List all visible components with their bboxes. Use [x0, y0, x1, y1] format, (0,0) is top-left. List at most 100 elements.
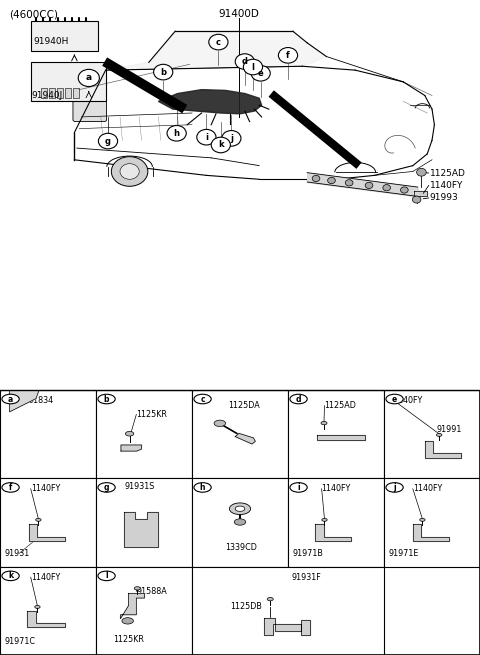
- Circle shape: [234, 519, 246, 525]
- Circle shape: [322, 518, 327, 521]
- Polygon shape: [106, 31, 326, 70]
- Bar: [96, 390, 192, 478]
- Bar: [0, 390, 96, 478]
- Bar: [192, 390, 288, 478]
- Text: (4600CC): (4600CC): [10, 10, 59, 20]
- Circle shape: [278, 48, 298, 63]
- Circle shape: [345, 179, 353, 186]
- Text: 1125DA: 1125DA: [228, 401, 260, 410]
- Circle shape: [111, 157, 148, 186]
- Circle shape: [98, 571, 115, 580]
- Polygon shape: [414, 191, 427, 196]
- Polygon shape: [158, 90, 262, 114]
- Circle shape: [267, 597, 273, 601]
- Circle shape: [2, 483, 19, 492]
- Circle shape: [251, 66, 270, 81]
- Text: f: f: [9, 483, 12, 492]
- Circle shape: [35, 605, 40, 608]
- Circle shape: [328, 178, 336, 183]
- Text: 91971E: 91971E: [389, 549, 419, 558]
- Circle shape: [2, 394, 19, 403]
- Polygon shape: [10, 346, 46, 412]
- Circle shape: [194, 394, 211, 403]
- Circle shape: [120, 164, 139, 179]
- Polygon shape: [315, 524, 351, 542]
- Text: 91931S: 91931S: [125, 483, 155, 491]
- Text: b: b: [160, 67, 166, 77]
- Text: i: i: [297, 483, 300, 492]
- Circle shape: [412, 196, 421, 203]
- Text: d: d: [296, 394, 301, 403]
- Circle shape: [2, 571, 19, 580]
- Polygon shape: [120, 593, 144, 619]
- Polygon shape: [121, 445, 142, 451]
- Text: 91588A: 91588A: [136, 587, 167, 596]
- Text: d: d: [242, 57, 248, 66]
- FancyBboxPatch shape: [31, 62, 106, 102]
- Circle shape: [214, 420, 226, 426]
- Text: g: g: [104, 483, 109, 492]
- Circle shape: [78, 69, 99, 86]
- Text: a: a: [86, 73, 92, 83]
- Text: l: l: [105, 571, 108, 580]
- Text: k: k: [218, 140, 224, 149]
- Bar: [0, 478, 96, 567]
- Circle shape: [211, 137, 230, 153]
- Circle shape: [290, 394, 307, 403]
- Text: f: f: [286, 51, 290, 60]
- Text: 91400D: 91400D: [218, 9, 259, 18]
- Circle shape: [36, 518, 41, 521]
- Circle shape: [209, 34, 228, 50]
- FancyBboxPatch shape: [73, 100, 107, 122]
- Text: j: j: [230, 134, 233, 143]
- Text: g: g: [105, 137, 111, 145]
- Circle shape: [134, 587, 140, 590]
- Circle shape: [243, 59, 263, 75]
- Circle shape: [98, 133, 118, 149]
- Text: c: c: [216, 37, 221, 47]
- FancyBboxPatch shape: [65, 88, 71, 98]
- Circle shape: [417, 168, 426, 176]
- Bar: [192, 478, 288, 567]
- Text: 1140FY: 1140FY: [31, 484, 60, 493]
- Text: e: e: [258, 69, 264, 78]
- Circle shape: [365, 182, 373, 189]
- Text: 1125AD: 1125AD: [430, 168, 466, 178]
- Text: 1339CD: 1339CD: [226, 542, 257, 552]
- Circle shape: [194, 483, 211, 492]
- Bar: [192, 567, 384, 655]
- Text: k: k: [8, 571, 13, 580]
- Text: 91940J: 91940J: [31, 90, 62, 100]
- Circle shape: [167, 126, 186, 141]
- FancyBboxPatch shape: [31, 22, 98, 50]
- Circle shape: [290, 483, 307, 492]
- Text: 1140FY: 1140FY: [430, 181, 463, 190]
- Text: e: e: [392, 394, 397, 403]
- Text: 91991: 91991: [437, 425, 462, 434]
- Polygon shape: [124, 512, 158, 547]
- Circle shape: [312, 176, 320, 181]
- FancyBboxPatch shape: [57, 88, 63, 98]
- Bar: [288, 478, 384, 567]
- Circle shape: [34, 348, 41, 353]
- Text: 91971C: 91971C: [5, 637, 36, 646]
- Bar: [384, 478, 480, 567]
- Text: 1125KR: 1125KR: [113, 635, 144, 644]
- Text: 1125KR: 1125KR: [136, 410, 167, 419]
- Polygon shape: [317, 435, 365, 440]
- Bar: [384, 390, 480, 478]
- Text: 1125DB: 1125DB: [230, 602, 262, 611]
- Text: i: i: [205, 133, 208, 141]
- Circle shape: [383, 185, 391, 191]
- Circle shape: [125, 432, 134, 436]
- Text: j: j: [393, 483, 396, 492]
- Bar: [96, 478, 192, 567]
- Circle shape: [436, 434, 442, 436]
- Text: 1140FY: 1140FY: [31, 572, 60, 582]
- Circle shape: [235, 54, 254, 69]
- Circle shape: [98, 394, 115, 403]
- Text: 91834: 91834: [29, 396, 54, 405]
- Circle shape: [222, 130, 241, 146]
- Polygon shape: [425, 441, 461, 458]
- FancyBboxPatch shape: [49, 88, 55, 98]
